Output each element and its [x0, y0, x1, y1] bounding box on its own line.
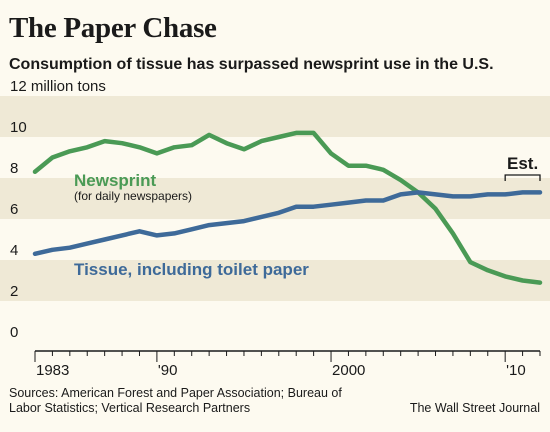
chart-title: The Paper Chase	[9, 12, 217, 44]
x-tick-label: '90	[158, 362, 178, 379]
y-tick-label: 0	[10, 324, 18, 341]
y-tick-label: 10	[10, 119, 27, 136]
y-tick-label: 6	[10, 201, 18, 218]
y-tick-label: 8	[10, 160, 18, 177]
publisher-credit: The Wall Street Journal	[409, 401, 540, 415]
x-axis: 1983 '90 2000 '10	[34, 350, 541, 379]
newsprint-label: Newsprint	[74, 171, 157, 190]
grid-band	[0, 301, 550, 342]
tissue-line	[32, 190, 543, 257]
series-lines	[32, 130, 543, 285]
source-note: Sources: American Forest and Paper Assoc…	[9, 386, 342, 415]
x-tick-label: 1983	[36, 362, 69, 379]
y-tick-labels: 12 million tons 10 8 6 4 2 0	[10, 78, 106, 341]
estimate-annotation: Est.	[504, 154, 541, 181]
tissue-label: Tissue, including toilet paper	[74, 260, 309, 279]
newsprint-note: (for daily newspapers)	[74, 189, 192, 203]
y-tick-label: 2	[10, 283, 18, 300]
newsprint-line	[32, 130, 543, 285]
chart-subtitle: Consumption of tissue has surpassed news…	[9, 56, 494, 73]
estimate-bracket	[504, 174, 541, 181]
y-tick-label: 12 million tons	[10, 78, 106, 95]
estimate-label: Est.	[507, 154, 538, 173]
grid-band	[0, 96, 550, 137]
background-bands	[0, 96, 550, 342]
x-tick-label: 2000	[332, 362, 365, 379]
grid-band	[0, 260, 550, 301]
series-labels: Newsprint(for daily newspapers) Tissue, i…	[74, 171, 309, 279]
x-tick-label: '10	[506, 362, 526, 379]
y-tick-label: 4	[10, 242, 18, 259]
